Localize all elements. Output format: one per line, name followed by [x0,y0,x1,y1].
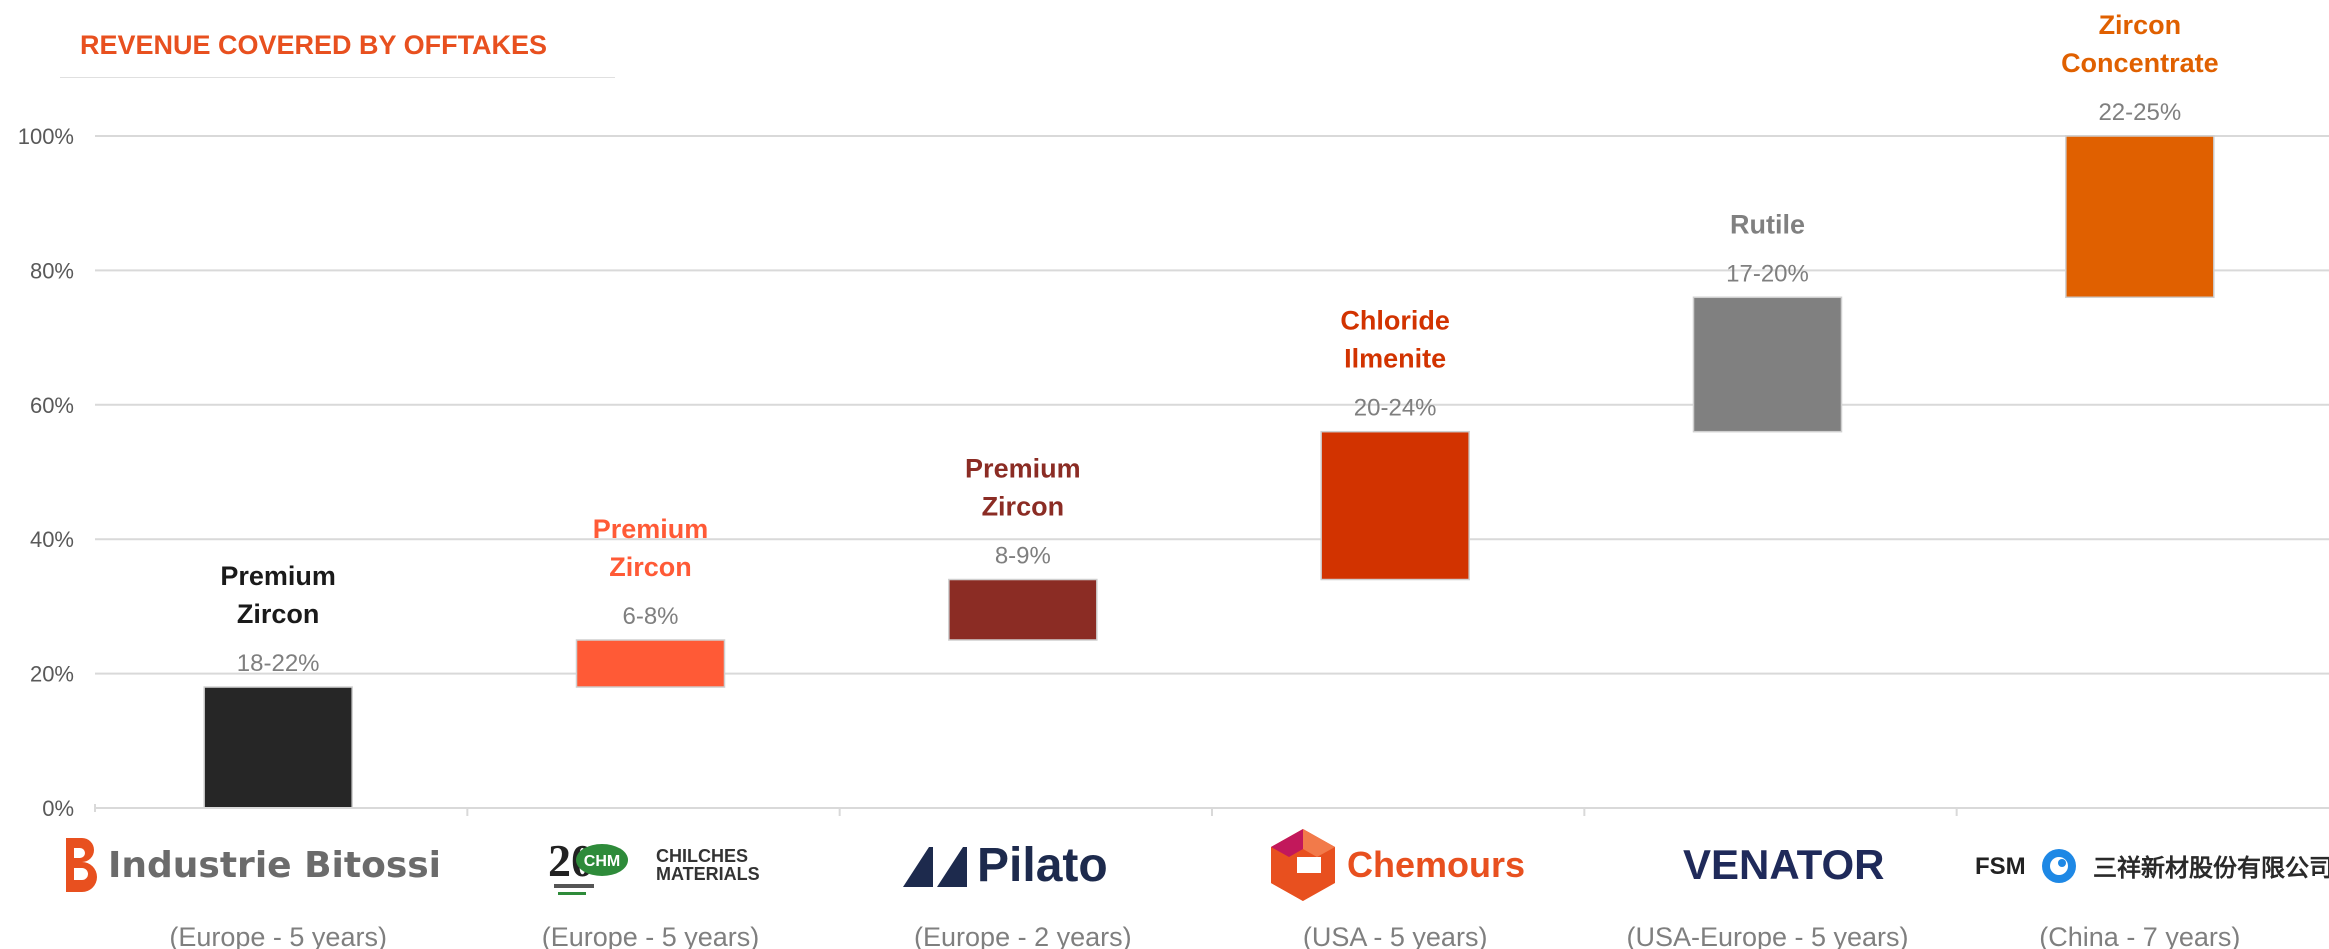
bar-name-label: Zircon [237,599,320,629]
y-axis: 0% 20% 40% 60% 80% 100% [18,124,74,821]
svg-text:FSM: FSM [1975,853,2026,880]
chemours-c-logo-icon [1267,827,1339,903]
chart-gridlines [95,135,2329,675]
company-logo-text: Chemours [1347,844,1526,885]
bar-labels: 18-22% Premium Zircon 6-8% Premium Zircon 8-9%… [220,10,2218,677]
bar-name-label: Premium [965,454,1081,484]
category-description: (China - 7 years) [2039,922,2240,949]
category-description: (USA - 5 years) [1303,922,1488,949]
bar-range-label: 18-22% [237,650,320,677]
bar-name-label: Premium [593,514,709,544]
company-logo: FSM 三祥新材股份有限公司 [1975,832,2329,898]
bar-range-label: 17-20% [1726,260,1809,287]
company-logo: 20 CHM CHILCHES MATERIALS [548,832,760,898]
bars [203,135,2215,809]
company-logo-text: VENATOR [1683,841,1885,888]
company-logo: Pilato [903,832,1108,898]
bar-name-label: Ilmenite [1344,344,1446,374]
company-logo-text: Pilato [977,838,1108,892]
bar [575,639,726,688]
company-logo-text: CHILCHES MATERIALS [656,846,760,884]
bar-name-label: Zircon [982,492,1065,522]
chm-20-anniversary-logo-icon: 20 CHM [548,832,648,898]
bar-name-label: Chloride [1340,306,1450,336]
section-title: REVENUE COVERED BY OFFTAKES [80,30,548,60]
bar-range-label: 8-9% [995,543,1051,570]
bar-name-label: Zircon [2099,10,2182,40]
category-description: (Europe - 2 years) [914,922,1132,949]
company-logo-text: 三祥新材股份有限公司 [2093,852,2329,882]
bar [1320,430,1470,581]
y-tick-label: 100% [18,124,74,149]
bar [948,578,1098,641]
company-logo: VENATOR [1683,832,1884,898]
bar-range-label: 20-24% [1354,395,1437,422]
y-tick-label: 20% [30,662,74,687]
company-logo: Industrie Bitossi [60,832,441,898]
x-axis: (Europe - 5 years) (Europe - 5 years) (Eur… [94,804,2329,949]
svg-text:CHM: CHM [584,853,620,870]
y-tick-label: 60% [30,393,74,418]
bar-range-label: 22-25% [2098,99,2181,126]
company-logo: Chemours [1267,829,1526,901]
bar-name-label: Zircon [609,552,692,582]
b-letter-logo-icon [60,834,100,896]
title-divider [60,77,615,78]
y-tick-label: 80% [30,258,74,283]
bar [203,686,353,809]
bar-name-label: Rutile [1730,209,1805,239]
category-description: (USA-Europe - 5 years) [1626,922,1908,949]
bar [1692,296,1843,433]
y-tick-label: 40% [30,527,74,552]
company-logo-text: Industrie Bitossi [108,844,442,886]
pilato-chevrons-logo-icon [903,843,969,887]
category-description: (Europe - 5 years) [169,922,387,949]
bar [2065,135,2215,299]
bar-range-label: 6-8% [622,603,678,630]
category-description: (Europe - 5 years) [542,922,760,949]
bar-name-label: Concentrate [2061,48,2219,78]
y-tick-label: 0% [42,796,74,821]
bar-name-label: Premium [220,561,336,591]
fsm-logo-icon: FSM [1975,840,2085,890]
